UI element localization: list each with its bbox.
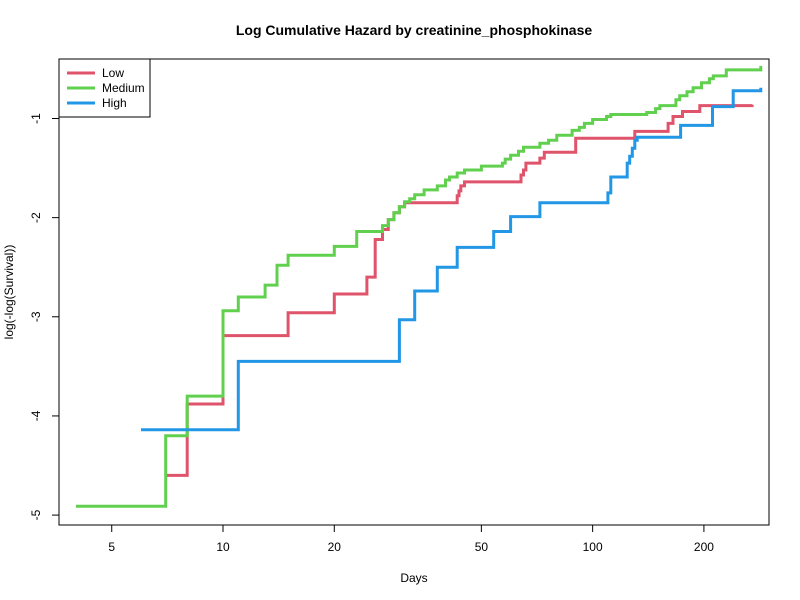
- series-layer: [75, 65, 763, 508]
- x-tick-label: 10: [216, 540, 230, 554]
- x-tick-label: 200: [694, 540, 714, 554]
- y-tick-label: -3: [29, 311, 43, 322]
- series-line-medium: [75, 65, 763, 508]
- x-tick-label: 100: [583, 540, 603, 554]
- y-axis-label: log(-log(Survival)): [2, 245, 16, 340]
- series-line-high: [141, 87, 763, 432]
- y-axis: -5 -4 -3 -2 -1: [29, 113, 60, 520]
- legend-label-high: High: [102, 96, 127, 110]
- y-tick-label: -1: [29, 113, 43, 124]
- y-tick-label: -4: [29, 410, 43, 421]
- chart-title: Log Cumulative Hazard by creatinine_phos…: [236, 22, 593, 38]
- legend-label-medium: Medium: [102, 81, 145, 95]
- series-line-low: [165, 104, 754, 477]
- y-tick-label: -5: [29, 509, 43, 520]
- x-tick-label: 5: [108, 540, 115, 554]
- x-axis: 5 10 20 50 100 200: [108, 524, 714, 554]
- x-axis-label: Days: [400, 571, 427, 585]
- y-tick-label: -2: [29, 212, 43, 223]
- legend-label-low: Low: [102, 66, 124, 80]
- x-tick-label: 20: [328, 540, 342, 554]
- x-tick-label: 50: [475, 540, 489, 554]
